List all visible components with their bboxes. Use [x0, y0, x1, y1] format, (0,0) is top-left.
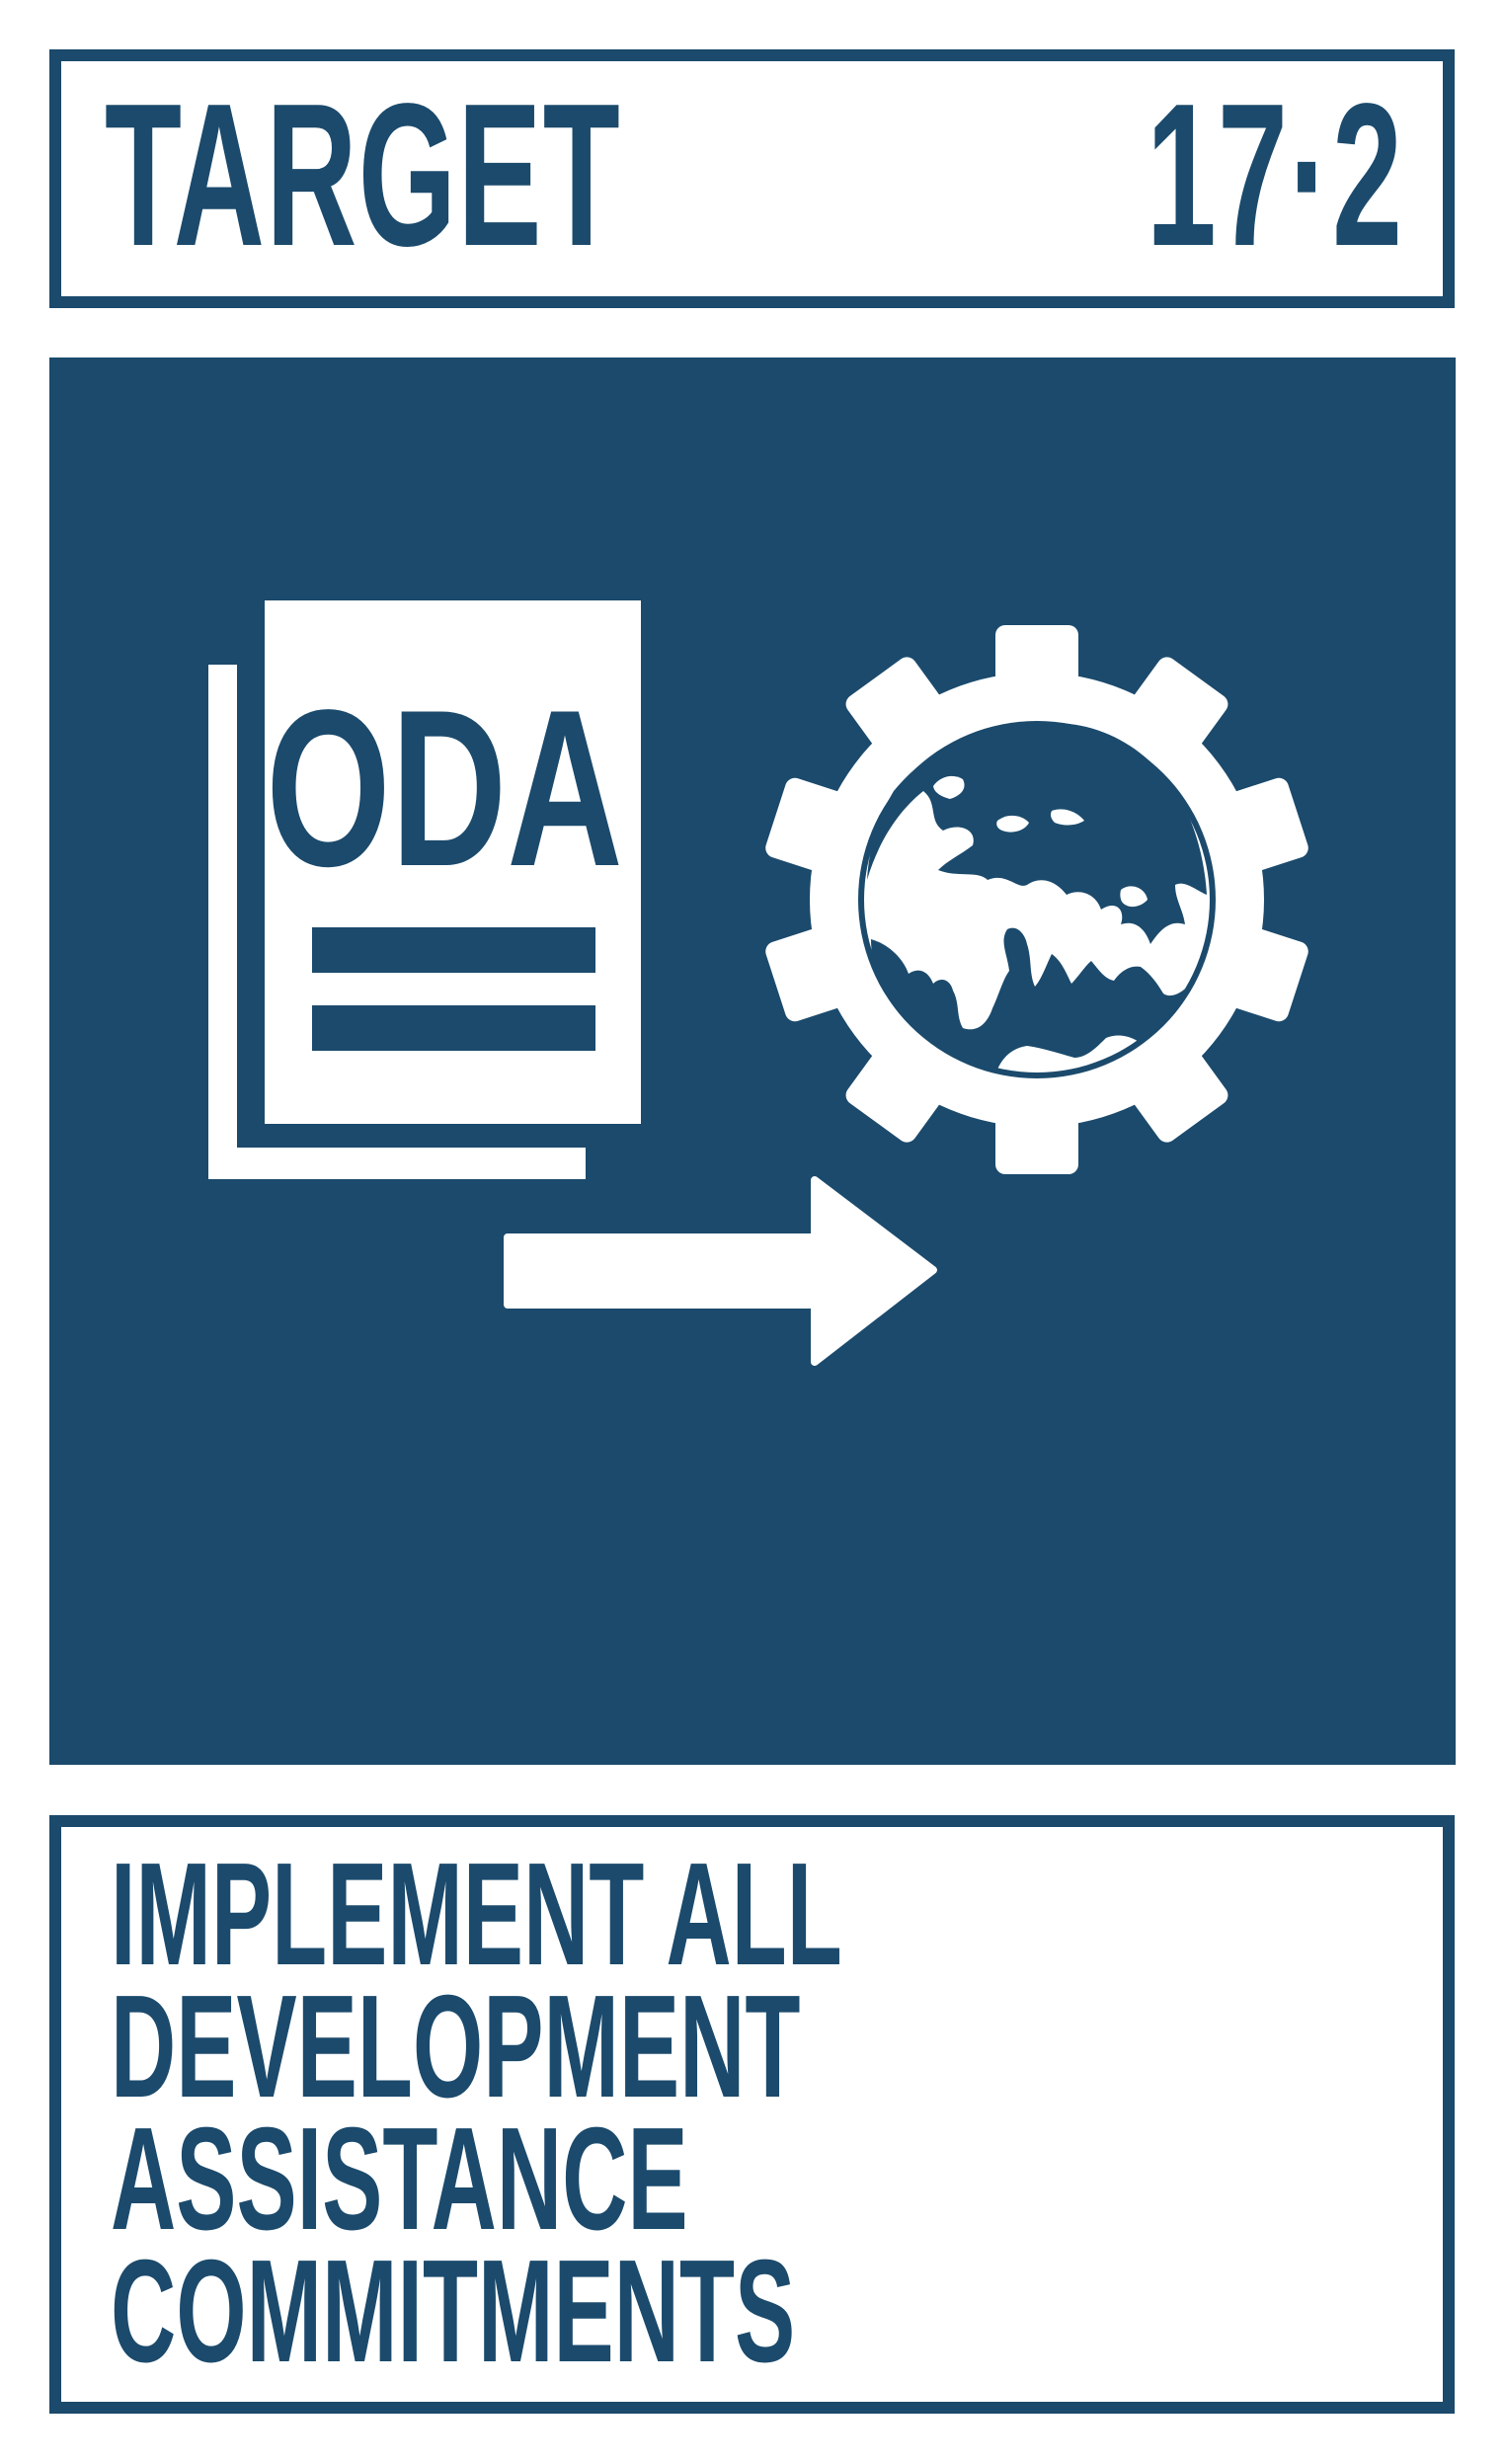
- target-title-line-3: ASSISTANCE: [111, 2098, 688, 2261]
- document-line-2: [312, 1005, 595, 1051]
- target-title-line-1: IMPLEMENT ALL: [111, 1833, 842, 1996]
- oda-label: ODA: [266, 664, 623, 913]
- gear-globe-icon: [765, 625, 1308, 1174]
- target-title: IMPLEMENT ALL DEVELOPMENT ASSISTANCE COM…: [111, 1833, 1054, 2393]
- target-illustration: ODA: [208, 600, 1308, 1366]
- document-line-1: [312, 927, 595, 973]
- target-number: 17·2: [1146, 61, 1403, 288]
- target-title-line-4: COMMITMENTS: [111, 2230, 796, 2393]
- target-description-box: IMPLEMENT ALL DEVELOPMENT ASSISTANCE COM…: [49, 1815, 1455, 2414]
- oda-document-icon: ODA: [208, 600, 641, 1179]
- target-label: TARGET: [105, 61, 621, 288]
- right-arrow-icon: [504, 1176, 937, 1366]
- target-title-line-2: DEVELOPMENT: [111, 1965, 801, 2128]
- target-icon-panel: ODA: [49, 358, 1456, 1765]
- globe-land-details: [933, 775, 1148, 917]
- target-header: TARGET 17·2: [49, 49, 1455, 308]
